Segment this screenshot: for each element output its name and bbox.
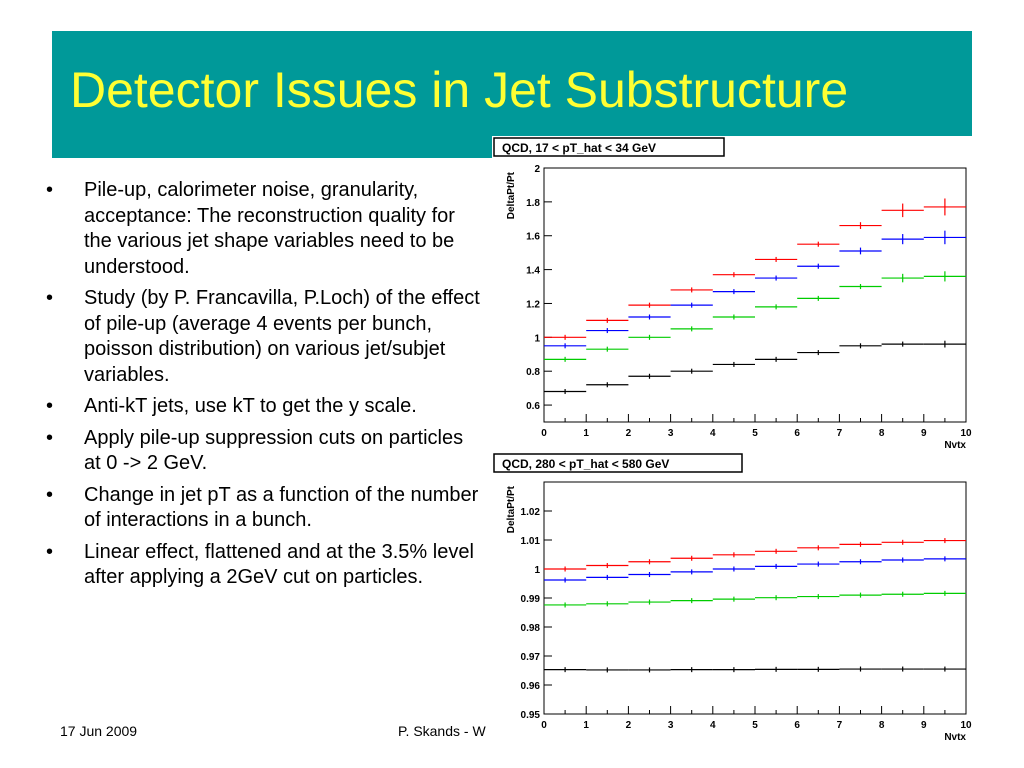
bullet-text: Apply pile-up suppression cuts on partic… <box>84 426 464 475</box>
y-tick-label: 0.99 <box>521 594 541 605</box>
x-tick-label: 9 <box>921 428 927 439</box>
chart-title-box <box>493 137 725 157</box>
x-tick-label: 1 <box>583 428 589 439</box>
bullet-item: • Anti-kT jets, use kT to get the y scale… <box>40 394 485 420</box>
bullet-text: Anti-kT jets, use kT to get the y scale. <box>84 395 417 417</box>
y-tick-label: 0.6 <box>526 401 540 412</box>
y-tick-label: 1.8 <box>526 198 540 209</box>
bullet-text: Linear effect, flattened and at the 3.5%… <box>84 540 474 589</box>
x-tick-label: 10 <box>960 720 972 731</box>
y-tick-label: 0.96 <box>521 681 541 692</box>
y-tick-label: 0.95 <box>521 710 541 721</box>
bullet-dot: • <box>46 426 54 449</box>
x-tick-label: 3 <box>668 720 674 731</box>
x-tick-label: 10 <box>960 428 972 439</box>
chart-title: QCD, 17 < pT_hat < 34 GeV <box>502 141 656 155</box>
chart-title-box <box>493 453 743 473</box>
chart-bottom-qcd-high-pt: QCD, 280 < pT_hat < 580 GeV 0 1 2 3 4 5 6 7 8 9 10 0… <box>492 452 982 744</box>
x-tick-label: 2 <box>626 428 632 439</box>
bullet-dot: • <box>46 395 54 417</box>
bullet-item: • Pile-up, calorimeter noise, granularity… <box>40 178 485 280</box>
y-tick-label: 1.6 <box>526 232 540 243</box>
x-axis-label: Nvtx <box>944 440 966 448</box>
bullet-dot: • <box>46 287 54 309</box>
x-tick-label: 2 <box>626 720 632 731</box>
x-tick-label: 7 <box>837 720 843 731</box>
bullet-list: • Pile-up, calorimeter noise, granularity… <box>40 178 485 597</box>
y-tick-label: 1 <box>534 565 540 576</box>
x-tick-label: 7 <box>837 428 843 439</box>
bullet-item: • Study (by P. Francavilla, P.Loch) of th… <box>40 286 485 388</box>
bullet-text: Study (by P. Francavilla, P.Loch) of the… <box>84 287 480 386</box>
x-tick-label: 8 <box>879 720 885 731</box>
bullet-dot: • <box>46 179 54 201</box>
x-tick-label: 3 <box>668 428 674 439</box>
y-tick-label: 0.98 <box>521 623 541 634</box>
y-tick-label: 2 <box>534 164 540 175</box>
y-tick-label: 0.97 <box>521 652 541 663</box>
footer-author: P. Skands - W <box>398 723 486 739</box>
y-tick-label: 1.01 <box>521 536 541 547</box>
x-tick-label: 6 <box>794 720 800 731</box>
bullet-item: • Linear effect, flattened and at the 3.5… <box>40 540 485 591</box>
footer-date: 17 Jun 2009 <box>60 723 138 739</box>
x-tick-label: 1 <box>583 720 589 731</box>
x-tick-label: 5 <box>752 428 758 439</box>
slide-title: Detector Issues in Jet Substructure <box>70 62 849 118</box>
bullet-text: Pile-up, calorimeter noise, granularity,… <box>84 179 455 278</box>
x-tick-label: 5 <box>752 720 758 731</box>
x-tick-label: 4 <box>710 428 716 439</box>
y-axis-label: DeltaPt/Pt <box>506 171 517 219</box>
y-axis-label: DeltaPt/Pt <box>506 485 517 533</box>
chart-title: QCD, 280 < pT_hat < 580 GeV <box>502 457 669 471</box>
y-tick-label: 1.2 <box>526 299 540 310</box>
bullet-item: • Apply pile-up suppression cuts on parti… <box>40 426 485 477</box>
chart-top-qcd-low-pt: QCD, 17 < pT_hat < 34 GeV 0 1 2 3 4 5 6 7 8 9 10 0.6… <box>492 136 982 448</box>
y-tick-label: 1 <box>534 333 540 344</box>
y-tick-label: 0.8 <box>526 367 540 378</box>
bullet-text: Change in jet pT as a function of the nu… <box>84 483 479 532</box>
x-tick-label: 0 <box>541 720 547 731</box>
bullet-item: • Change in jet pT as a function of the n… <box>40 483 485 534</box>
x-axis-label: Nvtx <box>944 732 966 743</box>
x-tick-label: 4 <box>710 720 716 731</box>
y-tick-label: 1.02 <box>521 507 541 518</box>
x-tick-label: 8 <box>879 428 885 439</box>
bullet-dot: • <box>46 483 54 506</box>
x-tick-label: 6 <box>794 428 800 439</box>
x-tick-label: 0 <box>541 428 547 439</box>
bullet-dot: • <box>46 540 54 563</box>
x-tick-label: 9 <box>921 720 927 731</box>
y-tick-label: 1.4 <box>526 266 540 277</box>
